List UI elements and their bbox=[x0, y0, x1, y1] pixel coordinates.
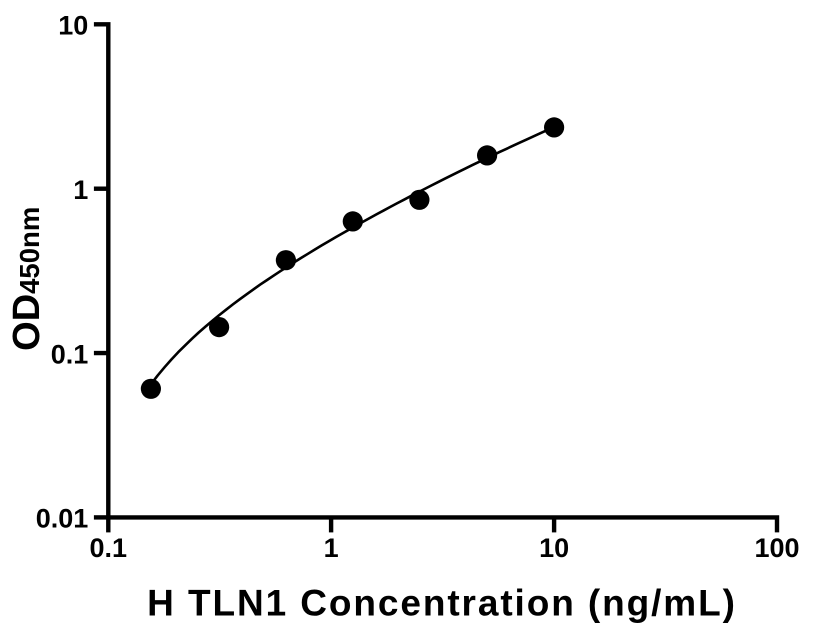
svg-text:H TLN1 Concentration (ng/mL): H TLN1 Concentration (ng/mL) bbox=[147, 583, 737, 624]
svg-text:100: 100 bbox=[754, 533, 799, 563]
svg-text:10: 10 bbox=[58, 11, 88, 41]
svg-text:1: 1 bbox=[73, 175, 88, 205]
svg-text:10: 10 bbox=[539, 533, 569, 563]
svg-text:0.1: 0.1 bbox=[90, 533, 128, 563]
svg-text:0.01: 0.01 bbox=[36, 504, 89, 534]
svg-text:OD450nm: OD450nm bbox=[6, 207, 48, 351]
svg-text:0.1: 0.1 bbox=[51, 339, 89, 369]
svg-text:1: 1 bbox=[324, 533, 339, 563]
